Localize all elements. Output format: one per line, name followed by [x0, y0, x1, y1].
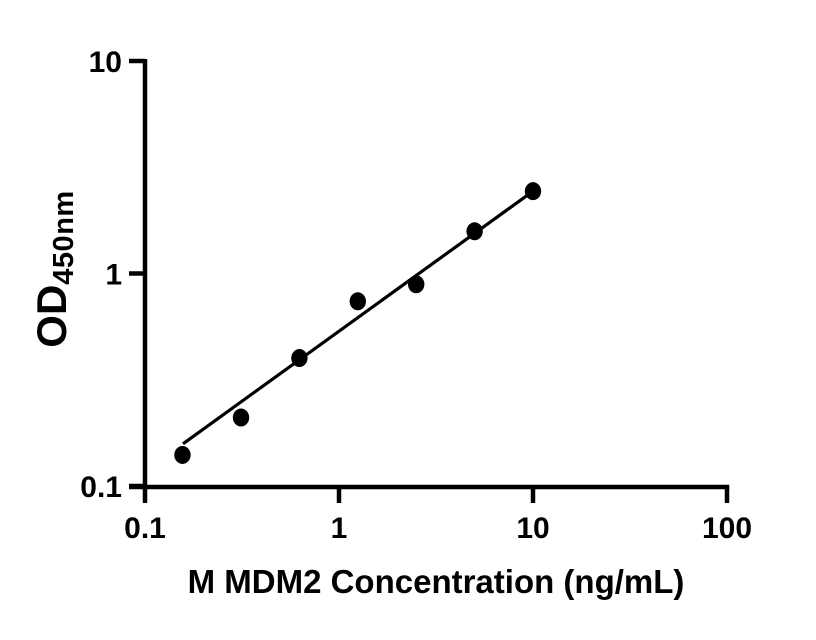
data-point-2: [232, 408, 250, 427]
y-tick-label-1: 1: [105, 259, 122, 292]
x-axis-title-text: M MDM2 Concentration (ng/mL): [187, 563, 685, 600]
data-point-7: [524, 182, 542, 201]
data-point-1: [174, 445, 191, 464]
data-point-6: [466, 222, 483, 241]
y-tick-label-10: 10: [89, 46, 122, 79]
y-axis-title-sub: 450nm: [48, 190, 80, 285]
data-point-3: [291, 349, 308, 368]
data-point-4: [349, 292, 367, 311]
x-axis-title: M MDM2 Concentration (ng/mL): [188, 563, 685, 601]
x-tick-label-0.1: 0.1: [124, 512, 166, 545]
data-point-5: [408, 275, 425, 294]
x-tick-label-1: 1: [331, 512, 348, 545]
x-tick-label-10: 10: [516, 512, 549, 545]
y-tick-label-0.1: 0.1: [80, 471, 122, 504]
x-tick-label-100: 100: [702, 512, 752, 545]
y-axis-title-main: OD: [28, 284, 75, 348]
y-axis-title: OD450nm: [28, 190, 80, 348]
